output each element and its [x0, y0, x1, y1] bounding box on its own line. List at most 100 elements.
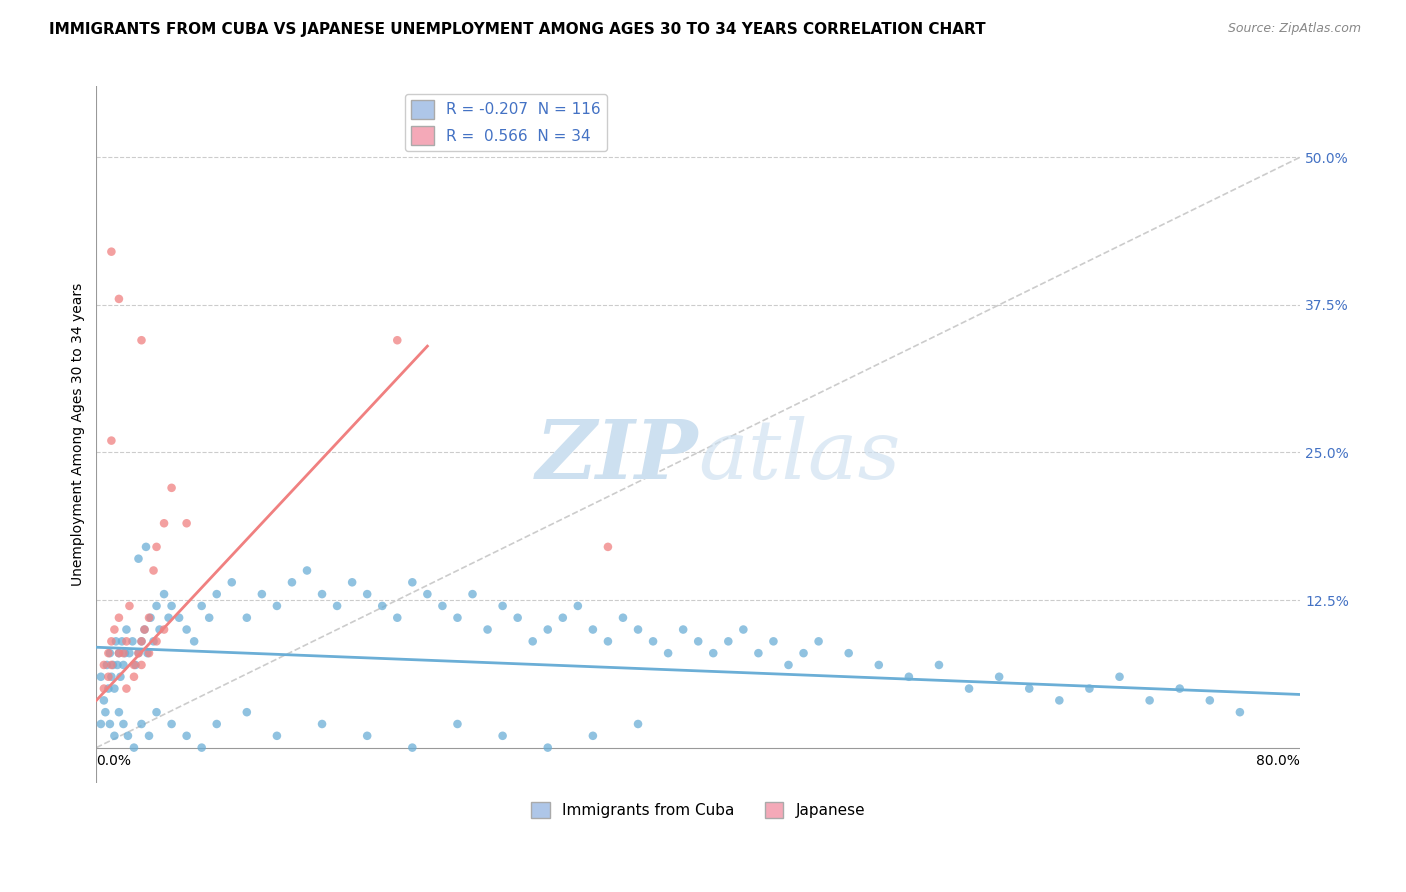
Point — [131, 657, 153, 672]
Point — [868, 657, 890, 672]
Point — [103, 729, 125, 743]
Point — [145, 540, 167, 554]
Legend: Immigrants from Cuba, Japanese: Immigrants from Cuba, Japanese — [526, 796, 872, 824]
Point — [311, 717, 333, 731]
Point — [112, 717, 135, 731]
Text: ZIP: ZIP — [536, 416, 699, 496]
Point — [537, 623, 560, 637]
Point — [807, 634, 830, 648]
Point — [138, 729, 160, 743]
Point — [98, 717, 121, 731]
Point — [401, 575, 423, 590]
Point — [138, 646, 160, 660]
Point — [641, 634, 664, 648]
Point — [127, 646, 149, 660]
Point — [326, 599, 349, 613]
Point — [657, 646, 679, 660]
Point — [176, 729, 198, 743]
Point — [115, 681, 138, 696]
Point — [153, 587, 176, 601]
Point — [153, 516, 176, 531]
Point — [100, 657, 122, 672]
Point — [145, 599, 167, 613]
Point — [134, 623, 156, 637]
Point — [122, 657, 145, 672]
Point — [94, 705, 117, 719]
Point — [1047, 693, 1070, 707]
Point — [142, 564, 165, 578]
Point — [266, 729, 288, 743]
Point — [236, 705, 259, 719]
Point — [167, 611, 190, 625]
Point — [97, 646, 120, 660]
Point — [778, 657, 800, 672]
Point — [100, 244, 122, 259]
Point — [387, 333, 409, 347]
Point — [838, 646, 860, 660]
Point — [432, 599, 454, 613]
Point — [266, 599, 288, 613]
Point — [136, 646, 159, 660]
Y-axis label: Unemployment Among Ages 30 to 34 years: Unemployment Among Ages 30 to 34 years — [72, 283, 86, 586]
Point — [131, 634, 153, 648]
Point — [747, 646, 769, 660]
Point — [198, 611, 221, 625]
Point — [108, 611, 131, 625]
Point — [148, 623, 170, 637]
Point — [127, 646, 149, 660]
Point — [356, 729, 378, 743]
Point — [131, 333, 153, 347]
Point — [567, 599, 589, 613]
Point — [762, 634, 785, 648]
Point — [112, 646, 135, 660]
Point — [897, 670, 920, 684]
Point — [100, 434, 122, 448]
Point — [118, 646, 141, 660]
Point — [702, 646, 724, 660]
Point — [190, 599, 212, 613]
Point — [1139, 693, 1161, 707]
Point — [416, 587, 439, 601]
Point — [477, 623, 499, 637]
Point — [90, 670, 112, 684]
Point — [506, 611, 529, 625]
Point — [461, 587, 484, 601]
Point — [596, 634, 619, 648]
Text: IMMIGRANTS FROM CUBA VS JAPANESE UNEMPLOYMENT AMONG AGES 30 TO 34 YEARS CORRELAT: IMMIGRANTS FROM CUBA VS JAPANESE UNEMPLO… — [49, 22, 986, 37]
Point — [153, 623, 176, 637]
Point — [100, 670, 122, 684]
Point — [110, 670, 132, 684]
Point — [1229, 705, 1251, 719]
Point — [101, 657, 124, 672]
Point — [401, 740, 423, 755]
Point — [295, 564, 318, 578]
Point — [111, 634, 134, 648]
Point — [446, 611, 468, 625]
Point — [491, 599, 513, 613]
Point — [160, 717, 183, 731]
Point — [551, 611, 574, 625]
Point — [1018, 681, 1040, 696]
Point — [356, 587, 378, 601]
Point — [121, 634, 143, 648]
Point — [124, 657, 146, 672]
Text: 80.0%: 80.0% — [1256, 754, 1301, 767]
Point — [115, 623, 138, 637]
Point — [96, 657, 118, 672]
Point — [672, 623, 695, 637]
Point — [1198, 693, 1220, 707]
Point — [221, 575, 243, 590]
Point — [134, 623, 156, 637]
Point — [93, 693, 115, 707]
Point — [98, 646, 121, 660]
Point — [160, 481, 183, 495]
Point — [582, 729, 605, 743]
Point — [145, 705, 167, 719]
Point — [127, 551, 149, 566]
Point — [107, 657, 129, 672]
Point — [90, 717, 112, 731]
Point — [340, 575, 363, 590]
Point — [122, 670, 145, 684]
Point — [205, 587, 228, 601]
Point — [596, 540, 619, 554]
